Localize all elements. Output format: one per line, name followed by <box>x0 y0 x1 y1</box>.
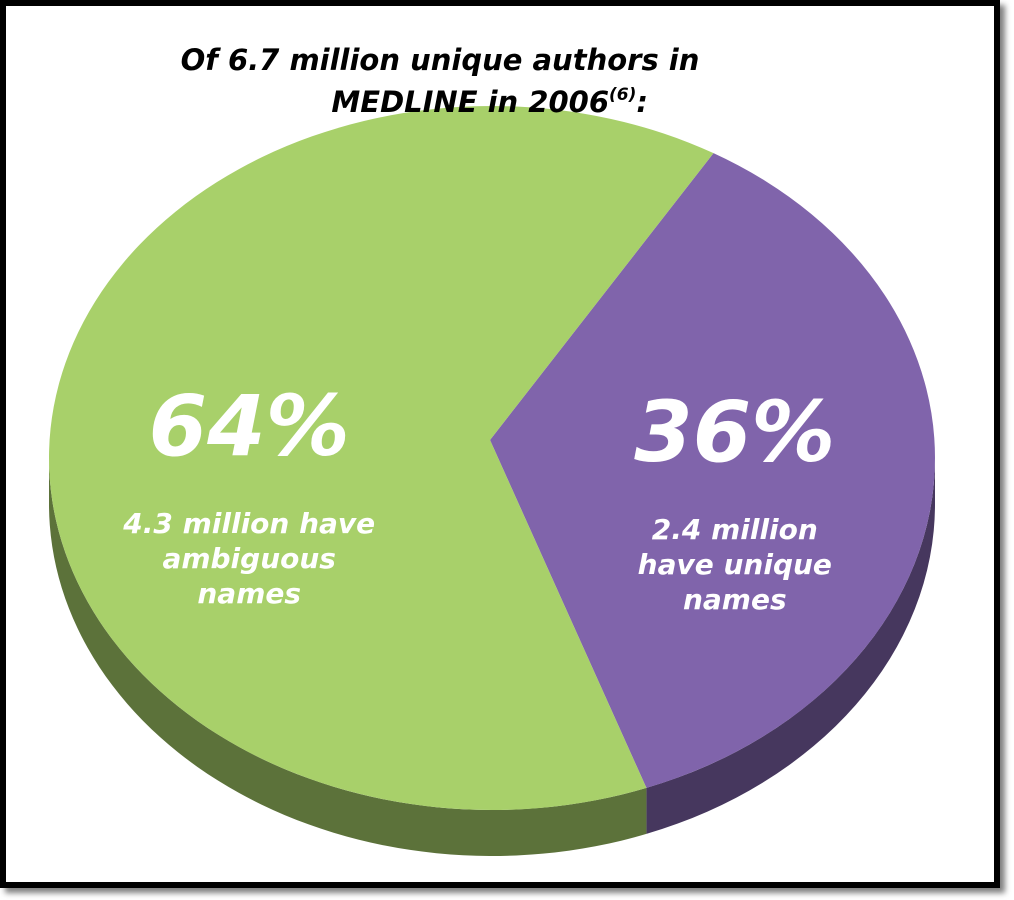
slice-label: names <box>197 577 301 610</box>
slice-label: names <box>683 583 787 616</box>
slice-side <box>49 458 647 857</box>
chart-title: MEDLINE in 2006 <box>331 85 609 119</box>
slice-label: 2.4 million <box>652 513 818 546</box>
slice-label: 4.3 million have <box>122 507 375 540</box>
value-label: 36% <box>634 383 835 481</box>
slice-label: ambiguous <box>162 542 336 575</box>
title-superscript: (6) <box>609 85 636 105</box>
slice <box>49 106 714 810</box>
chart-title: Of 6.7 million unique authors in <box>181 43 700 77</box>
title-suffix: : <box>636 85 648 119</box>
chart-title: MEDLINE in 2006(6): <box>331 85 648 119</box>
slice <box>490 153 935 788</box>
slice-side <box>646 458 935 834</box>
value-label: 64% <box>149 377 350 475</box>
slice-label: have unique <box>638 548 832 581</box>
pie <box>49 106 935 857</box>
